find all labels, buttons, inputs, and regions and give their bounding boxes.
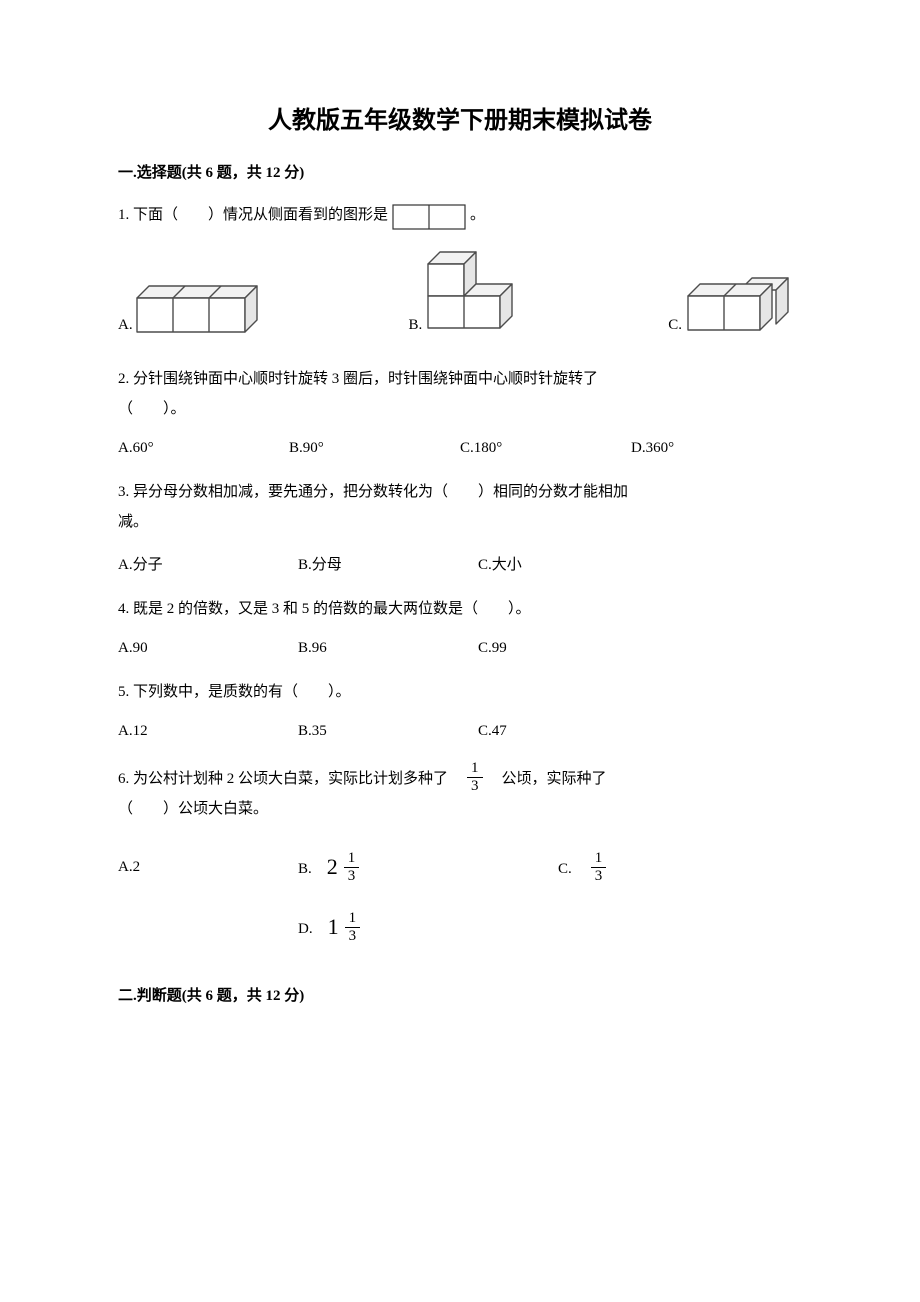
q4-option-a: A.90 (118, 640, 298, 657)
q6-line1: 6. 为公村计划种 2 公顷大白菜，实际比计划多种了 1 3 公顷，实际种了 (118, 760, 802, 794)
q6-line2: （ ）公顷大白菜。 (118, 794, 802, 824)
mixed-b-den: 3 (344, 868, 360, 885)
q6-option-b: B. 2 1 3 (298, 850, 558, 884)
question-6-options-row2: D. 1 1 3 (298, 910, 802, 944)
question-4-options: A.90 B.96 C.99 (118, 640, 802, 657)
q6-c-label: C. (558, 857, 587, 878)
q3-option-b: B.分母 (298, 553, 478, 574)
mixed-d-num: 1 (345, 910, 361, 928)
section-2-header: 二.判断题(共 6 题，共 12 分) (118, 984, 802, 1005)
mixed-1-1-3-icon: 1 1 3 (328, 910, 365, 944)
q3-line1: 3. 异分母分数相加减，要先通分，把分数转化为（ ）相同的分数才能相加 (118, 477, 802, 507)
q1-option-a: A. (118, 278, 273, 334)
two-square-icon (392, 204, 466, 230)
q5-option-b: B.35 (298, 723, 478, 740)
mixed-b-frac: 1 3 (344, 850, 360, 884)
frac-den: 3 (467, 778, 483, 795)
q1-option-c: C. (668, 274, 802, 334)
question-1-stem: 1. 下面（ ）情况从侧面看到的图形是 。 (118, 200, 802, 230)
q6-part1: 6. 为公村计划种 2 公顷大白菜，实际比计划多种了 (118, 764, 463, 794)
q3-option-c: C.大小 (478, 553, 658, 574)
q5-option-a: A.12 (118, 723, 298, 740)
mixed-d-den: 3 (345, 928, 361, 945)
q2-option-c: C.180° (460, 440, 631, 457)
question-2-options: A.60° B.90° C.180° D.360° (118, 440, 802, 457)
cubes-row3-icon (133, 278, 273, 334)
cubes-2plus1-icon (682, 274, 802, 334)
page-title: 人教版五年级数学下册期末模拟试卷 (118, 100, 802, 135)
fraction-1-3-c-icon: 1 3 (591, 850, 607, 884)
question-5-options: A.12 B.35 C.47 (118, 723, 802, 740)
mixed-d-frac: 1 3 (345, 910, 361, 944)
q6-option-a: A.2 (118, 859, 298, 876)
page: 人教版五年级数学下册期末模拟试卷 一.选择题(共 6 题，共 12 分) 1. … (0, 0, 920, 1083)
question-4: 4. 既是 2 的倍数，又是 3 和 5 的倍数的最大两位数是（ ）。 (118, 594, 802, 624)
q1-b-label: B. (409, 317, 423, 334)
question-1-options: A. B. (118, 248, 802, 334)
q6-option-c: C. 1 3 (558, 850, 610, 884)
mixed-b-num: 1 (344, 850, 360, 868)
fraction-1-3-icon: 1 3 (467, 760, 483, 794)
q2-line1: 2. 分针围绕钟面中心顺时针旋转 3 圈后，时针围绕钟面中心顺时针旋转了 (118, 364, 802, 394)
q1-a-label: A. (118, 317, 133, 334)
q2-option-a: A.60° (118, 440, 289, 457)
q5-stem: 5. 下列数中，是质数的有（ ）。 (118, 677, 802, 707)
frac-num: 1 (467, 760, 483, 778)
q5-option-c: C.47 (478, 723, 658, 740)
q6-d-label: D. (298, 917, 328, 938)
mixed-d-whole: 1 (328, 914, 339, 940)
q1-text-before: 1. 下面（ ）情况从侧面看到的图形是 (118, 200, 388, 230)
q6-part2: 公顷，实际种了 (487, 764, 607, 794)
frac-c-num: 1 (591, 850, 607, 868)
q2-line2: （ ）。 (118, 394, 802, 424)
q2-option-b: B.90° (289, 440, 460, 457)
frac-c-den: 3 (591, 868, 607, 885)
q6-option-d: D. 1 1 3 (298, 910, 364, 944)
question-6-options-row1: A.2 B. 2 1 3 C. 1 3 (118, 850, 802, 884)
mixed-2-1-3-icon: 2 1 3 (327, 850, 364, 884)
question-3: 3. 异分母分数相加减，要先通分，把分数转化为（ ）相同的分数才能相加 减。 (118, 477, 802, 537)
question-6: 6. 为公村计划种 2 公顷大白菜，实际比计划多种了 1 3 公顷，实际种了 （… (118, 760, 802, 824)
q6-b-label: B. (298, 857, 327, 878)
cubes-l-shape-icon (422, 248, 532, 334)
q1-c-label: C. (668, 317, 682, 334)
q1-option-b: B. (409, 248, 533, 334)
section-1-header: 一.选择题(共 6 题，共 12 分) (118, 161, 802, 182)
q2-option-d: D.360° (631, 440, 802, 457)
question-2: 2. 分针围绕钟面中心顺时针旋转 3 圈后，时针围绕钟面中心顺时针旋转了 （ ）… (118, 364, 802, 424)
q3-option-a: A.分子 (118, 553, 298, 574)
question-5: 5. 下列数中，是质数的有（ ）。 (118, 677, 802, 707)
question-3-options: A.分子 B.分母 C.大小 (118, 553, 802, 574)
q4-option-c: C.99 (478, 640, 658, 657)
q4-option-b: B.96 (298, 640, 478, 657)
mixed-b-whole: 2 (327, 854, 338, 880)
q4-stem: 4. 既是 2 的倍数，又是 3 和 5 的倍数的最大两位数是（ ）。 (118, 594, 802, 624)
q1-text-after: 。 (470, 200, 485, 230)
question-1: 1. 下面（ ）情况从侧面看到的图形是 。 (118, 200, 802, 230)
q3-line2: 减。 (118, 507, 802, 537)
